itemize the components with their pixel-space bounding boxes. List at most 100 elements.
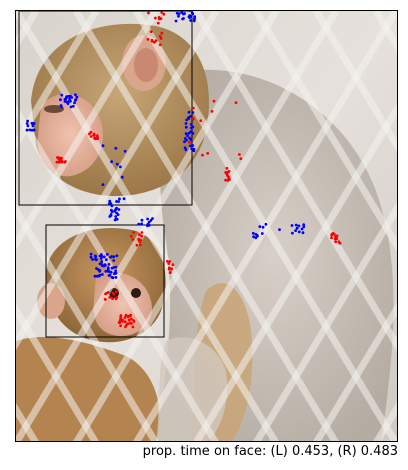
gaze-point — [138, 243, 142, 247]
fence-wire — [253, 201, 397, 441]
gaze-point — [261, 225, 265, 229]
gaze-point — [193, 15, 197, 19]
gaze-point — [137, 222, 141, 226]
gaze-point — [300, 227, 304, 231]
gaze-point — [234, 101, 238, 104]
gaze-point — [189, 19, 193, 22]
gaze-point — [59, 158, 63, 162]
baby-face-box — [45, 224, 165, 338]
gaze-point — [338, 241, 342, 245]
wire-fence — [16, 11, 397, 441]
gaze-point — [227, 177, 231, 181]
gaze-point — [28, 128, 32, 132]
gaze-point — [168, 260, 172, 263]
gaze-point — [128, 321, 132, 325]
gaze-point — [191, 12, 195, 16]
gaze-point — [32, 122, 36, 125]
gaze-point — [100, 260, 104, 263]
face-time-caption: prop. time on face: (L) 0.453, (R) 0.483 — [142, 444, 398, 459]
gaze-point — [138, 240, 142, 244]
gaze-point — [188, 140, 191, 144]
gaze-point — [112, 292, 116, 296]
gaze-point — [69, 94, 72, 98]
gaze-point — [166, 259, 169, 263]
gaze-point — [106, 269, 109, 273]
gaze-point — [151, 217, 154, 220]
gaze-point — [158, 34, 162, 38]
gaze-point — [114, 146, 118, 150]
gaze-point — [106, 291, 110, 294]
gaze-point — [98, 262, 102, 266]
gaze-point — [255, 233, 259, 237]
gaze-point — [160, 31, 164, 35]
gaze-point — [251, 231, 255, 235]
gaze-point — [119, 315, 123, 319]
gaze-point — [137, 237, 141, 241]
gaze-point — [330, 236, 333, 240]
gaze-point — [146, 38, 150, 41]
gaze-point — [63, 160, 67, 164]
gaze-point — [111, 297, 114, 300]
gaze-point — [108, 295, 112, 299]
gaze-point — [184, 132, 188, 135]
gaze-point — [191, 144, 195, 147]
gaze-point — [162, 12, 166, 16]
gaze-point — [120, 175, 124, 179]
gaze-point — [182, 17, 185, 20]
gaze-point — [156, 21, 160, 25]
gaze-point — [94, 255, 97, 259]
gaze-point — [30, 128, 34, 132]
gaze-point — [99, 257, 103, 260]
gaze-point — [184, 122, 188, 125]
gaze-point — [183, 140, 186, 144]
gaze-point — [101, 144, 105, 148]
gaze-point — [183, 12, 187, 15]
gaze-point — [103, 297, 107, 301]
adult-ear-inner — [134, 48, 158, 82]
gaze-point — [25, 128, 29, 132]
gaze-point — [160, 11, 164, 14]
gaze-point — [89, 130, 93, 134]
gaze-point — [110, 208, 113, 212]
gaze-point — [189, 138, 193, 141]
gaze-point — [117, 208, 121, 211]
gaze-point — [118, 197, 121, 201]
gaze-point — [192, 149, 196, 153]
gaze-point — [140, 218, 144, 222]
gaze-point — [91, 258, 94, 261]
fence-wire — [193, 102, 397, 441]
gaze-point — [130, 317, 133, 321]
gaze-point — [140, 222, 143, 226]
fence-wire — [16, 11, 99, 151]
gaze-point — [104, 258, 108, 261]
gaze-point — [65, 100, 69, 104]
gaze-point — [187, 15, 191, 19]
gaze-point — [127, 314, 130, 318]
fence-wire — [16, 11, 279, 441]
fence-wire — [133, 11, 397, 441]
gaze-point — [147, 220, 151, 224]
gaze-point — [124, 313, 128, 317]
gaze-point — [146, 217, 150, 221]
gaze-point — [158, 43, 162, 47]
gaze-point — [210, 110, 214, 113]
gaze-point — [115, 211, 118, 215]
gaze-point — [185, 138, 188, 142]
gaze-point — [93, 274, 97, 278]
gaze-point — [74, 93, 77, 97]
gaze-point — [188, 144, 192, 148]
gaze-point — [167, 262, 171, 265]
gaze-point — [75, 95, 79, 99]
gaze-point — [107, 274, 111, 277]
gaze-point — [135, 243, 139, 247]
gaze-point — [89, 255, 93, 259]
gaze-point — [114, 215, 118, 218]
gaze-point — [71, 104, 75, 108]
gaze-point — [154, 39, 158, 43]
gaze-point — [264, 222, 268, 226]
gaze-point — [56, 156, 59, 159]
gaze-point — [188, 11, 192, 12]
gaze-point — [302, 223, 306, 227]
monkey-photo — [16, 11, 397, 441]
photo-figure — [15, 10, 398, 442]
